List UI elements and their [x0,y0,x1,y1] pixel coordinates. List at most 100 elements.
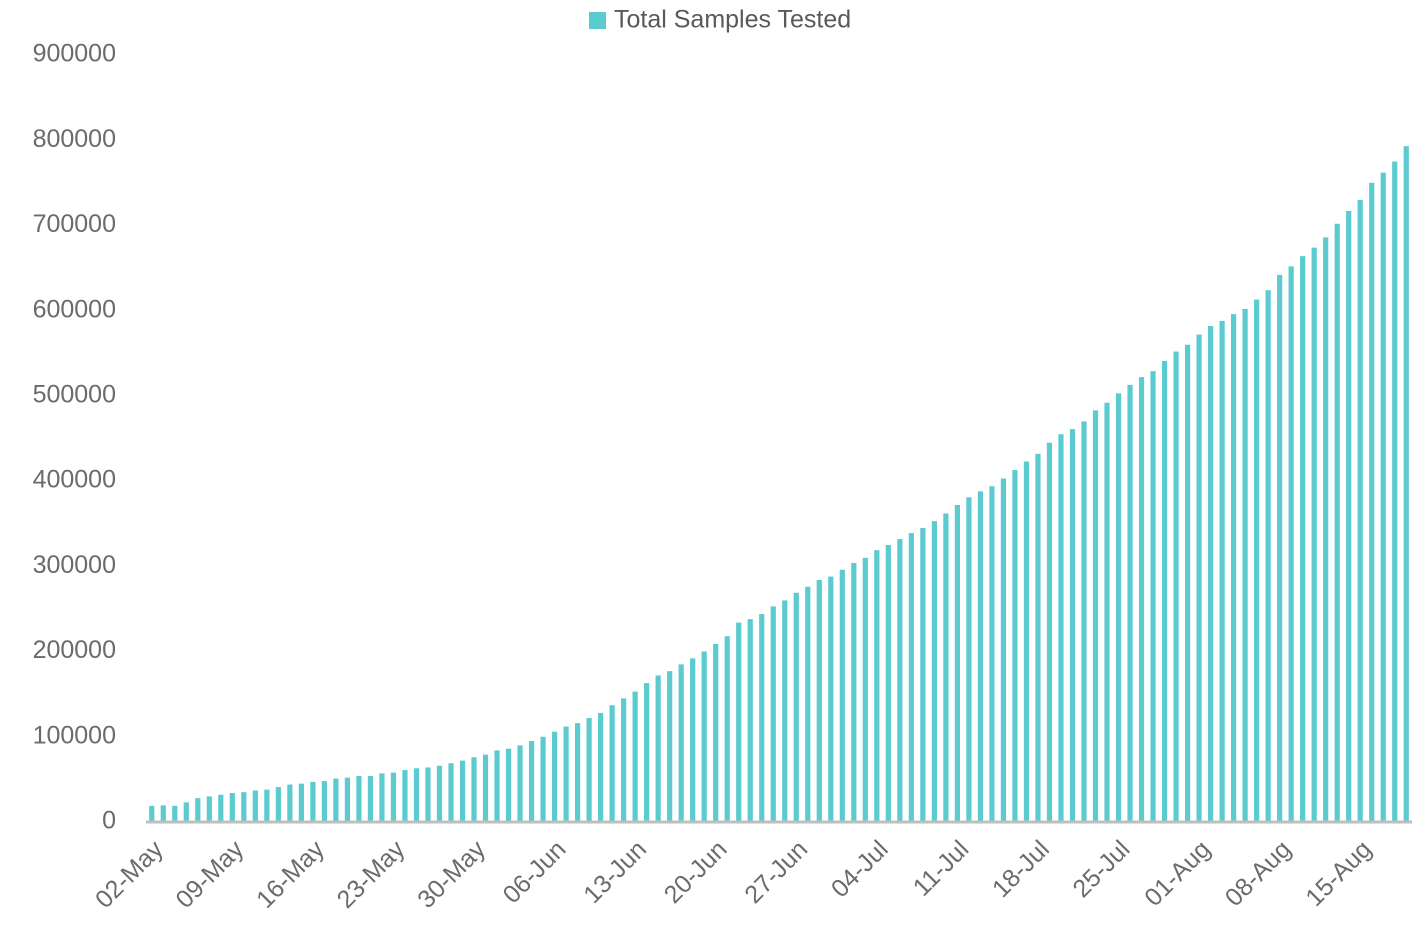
bar [160,805,166,822]
bar [1242,308,1248,822]
bar [298,783,304,822]
y-tick-label: 500000 [33,380,116,408]
bar [528,741,535,822]
bar [701,651,707,822]
bar [644,683,650,822]
bar [989,486,995,822]
bar [333,778,339,822]
bar [770,606,776,822]
bar [1392,161,1398,822]
bar [759,614,765,822]
x-tick-label: 01-Aug [1139,835,1216,912]
x-tick-label: 13-Jun [578,835,652,909]
bar [1346,210,1352,822]
legend-label: Total Samples Tested [614,6,851,34]
bar [793,592,799,822]
bar [1000,478,1007,822]
bar [897,539,903,822]
bar [1173,351,1179,822]
bar [1357,199,1363,822]
x-tick-label: 08-Aug [1220,835,1297,912]
x-tick-label: 09-May [170,835,249,914]
bar [1311,247,1317,822]
bar [1058,434,1064,822]
bar [287,784,293,822]
bar [805,586,811,822]
bar [1219,320,1225,822]
bar [229,793,235,822]
x-tick-label: 18-Jul [987,835,1055,903]
bar [943,513,949,822]
bar [275,787,281,822]
bar [621,698,627,822]
bar [494,750,500,822]
x-tick-label: 16-May [251,835,330,914]
bar [1127,384,1133,822]
bar [1334,223,1340,823]
bar [402,770,408,822]
bar [172,805,178,822]
x-tick-label: 04-Jul [826,835,894,903]
x-tick-label: 15-Aug [1300,835,1377,912]
bar [977,491,984,822]
x-tick-label: 23-May [332,835,411,914]
bar [1023,461,1030,822]
bar [1369,182,1375,823]
x-tick-label: 30-May [412,835,491,914]
bar [1092,410,1099,822]
y-tick-label: 600000 [33,295,116,323]
bar [816,579,822,822]
bar [344,777,351,822]
bar [206,796,212,822]
bar [1115,393,1122,822]
bar [839,569,845,822]
bar [862,557,868,822]
bar [310,781,316,822]
bar [609,705,615,822]
x-tick-label: 20-Jun [659,835,733,909]
bar [954,504,960,822]
y-tick-label: 800000 [33,125,116,153]
bar [1254,299,1260,822]
y-tick-label: 100000 [33,721,116,749]
y-tick-label: 200000 [33,636,116,664]
bar [1184,344,1191,822]
bar [782,600,788,822]
x-tick-label: 02-May [90,835,169,914]
x-tick-label: 27-Jun [739,835,813,909]
bar [574,723,581,822]
bar [459,760,466,822]
bar [321,781,327,822]
bar [667,671,673,822]
bar [218,794,224,822]
bar [747,619,753,822]
x-tick-label: 06-Jun [498,835,572,909]
bar [264,789,270,822]
bar [1081,421,1087,822]
bar [425,767,431,822]
bar [1150,371,1156,822]
bar [1012,470,1018,822]
bar [379,773,385,822]
bar [1046,442,1053,822]
bar [505,748,512,822]
bar [448,763,454,822]
bar [517,745,523,822]
bar [482,754,489,822]
bar [966,497,972,822]
bar [632,691,638,822]
bar [713,643,719,822]
bar [367,775,374,822]
y-tick-label: 0 [102,807,116,835]
bar [655,675,661,822]
bar [931,521,937,822]
bar [1231,314,1237,822]
bar [736,622,742,822]
bar [908,533,914,822]
bar [252,790,258,822]
bar [690,658,696,822]
bar [1104,402,1110,822]
bar [436,765,443,822]
bar [1277,274,1283,823]
